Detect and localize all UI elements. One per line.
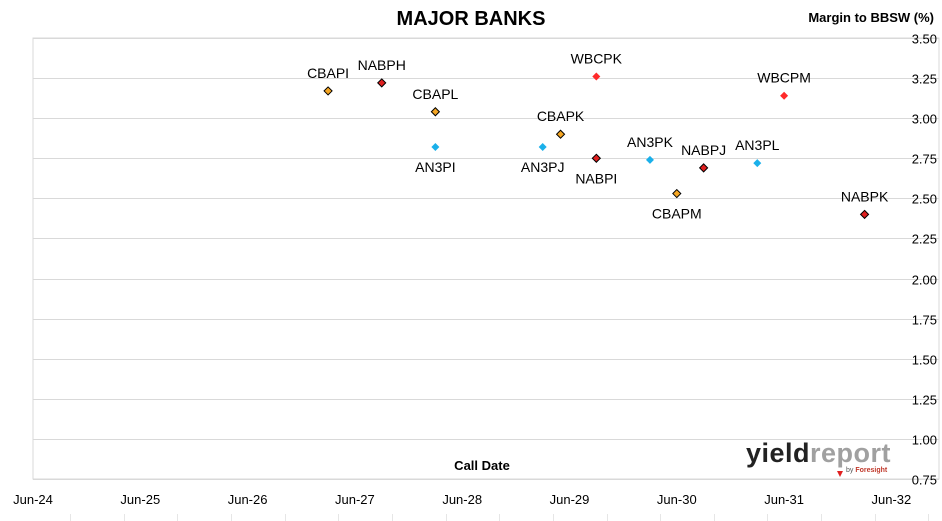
data-point: [377, 78, 387, 88]
data-point: [698, 163, 709, 173]
data-label: WBCPM: [757, 70, 811, 86]
plot-area: [32, 37, 940, 480]
data-label: WBCPK: [571, 50, 623, 66]
x-tick-label: Jun-26: [228, 492, 268, 507]
logo-by: by: [846, 467, 854, 474]
x-axis-label: Call Date: [454, 458, 510, 473]
data-point: [555, 129, 566, 139]
data-point: [753, 159, 762, 168]
data-point: [431, 143, 440, 152]
x-tick-label: Jun-28: [442, 492, 482, 507]
data-label: CBAPM: [652, 206, 702, 222]
y-tick-label: 3.00: [912, 112, 937, 127]
data-point: [859, 209, 870, 220]
x-tick-label: Jun-29: [550, 492, 590, 507]
x-tick-label: Jun-24: [13, 492, 53, 507]
logo-company: Foresight: [855, 467, 888, 474]
data-label: AN3PL: [735, 137, 780, 153]
data-label: CBAPK: [537, 108, 585, 124]
data-label: NABPK: [841, 188, 889, 204]
data-label: AN3PI: [415, 159, 455, 175]
y-tick-label: 2.50: [912, 192, 937, 207]
logo-word-report: report: [810, 438, 892, 468]
x-tick-label: Jun-27: [335, 492, 375, 507]
logo-pin-icon: [837, 471, 843, 477]
y-tick-label: 2.00: [912, 273, 937, 288]
y-tick-label: 3.25: [912, 72, 937, 87]
data-label: AN3PK: [627, 134, 674, 150]
data-label: NABPH: [358, 57, 406, 73]
yieldreport-logo: yieldreport by Foresight: [746, 438, 891, 477]
x-tick-label: Jun-32: [872, 492, 912, 507]
x-tick-label: Jun-30: [657, 492, 697, 507]
data-point: [592, 72, 601, 81]
data-point: [780, 91, 789, 100]
y-tick-label: 2.25: [912, 232, 937, 247]
data-label: CBAPI: [307, 65, 349, 81]
logo-word-yield: yield: [746, 438, 811, 468]
data-point: [430, 107, 441, 117]
logo-wordmark: yieldreport: [746, 438, 891, 469]
y-tick-label: 1.50: [912, 353, 937, 368]
y-tick-label: 0.75: [912, 473, 937, 488]
x-tick-label: Jun-31: [764, 492, 804, 507]
y-tick-label: 1.25: [912, 393, 937, 408]
y-tick-label: 1.00: [912, 433, 937, 448]
chart-title: MAJOR BANKS: [396, 8, 546, 30]
data-point: [591, 153, 602, 163]
data-point: [672, 188, 682, 199]
data-label: NABPJ: [681, 142, 726, 158]
data-label: NABPI: [575, 170, 617, 186]
y-tick-label: 3.50: [912, 32, 937, 47]
x-tick-label: Jun-25: [120, 492, 160, 507]
y-tick-label: 1.75: [912, 313, 937, 328]
logo-byline: by Foresight: [846, 467, 887, 474]
y-tick-label: 2.75: [912, 152, 937, 167]
y-axis-label: Margin to BBSW (%): [808, 10, 934, 25]
data-label: CBAPL: [412, 86, 458, 102]
data-point: [538, 143, 547, 152]
data-label: AN3PJ: [521, 159, 565, 175]
data-point: [645, 155, 654, 164]
data-point: [323, 86, 333, 96]
